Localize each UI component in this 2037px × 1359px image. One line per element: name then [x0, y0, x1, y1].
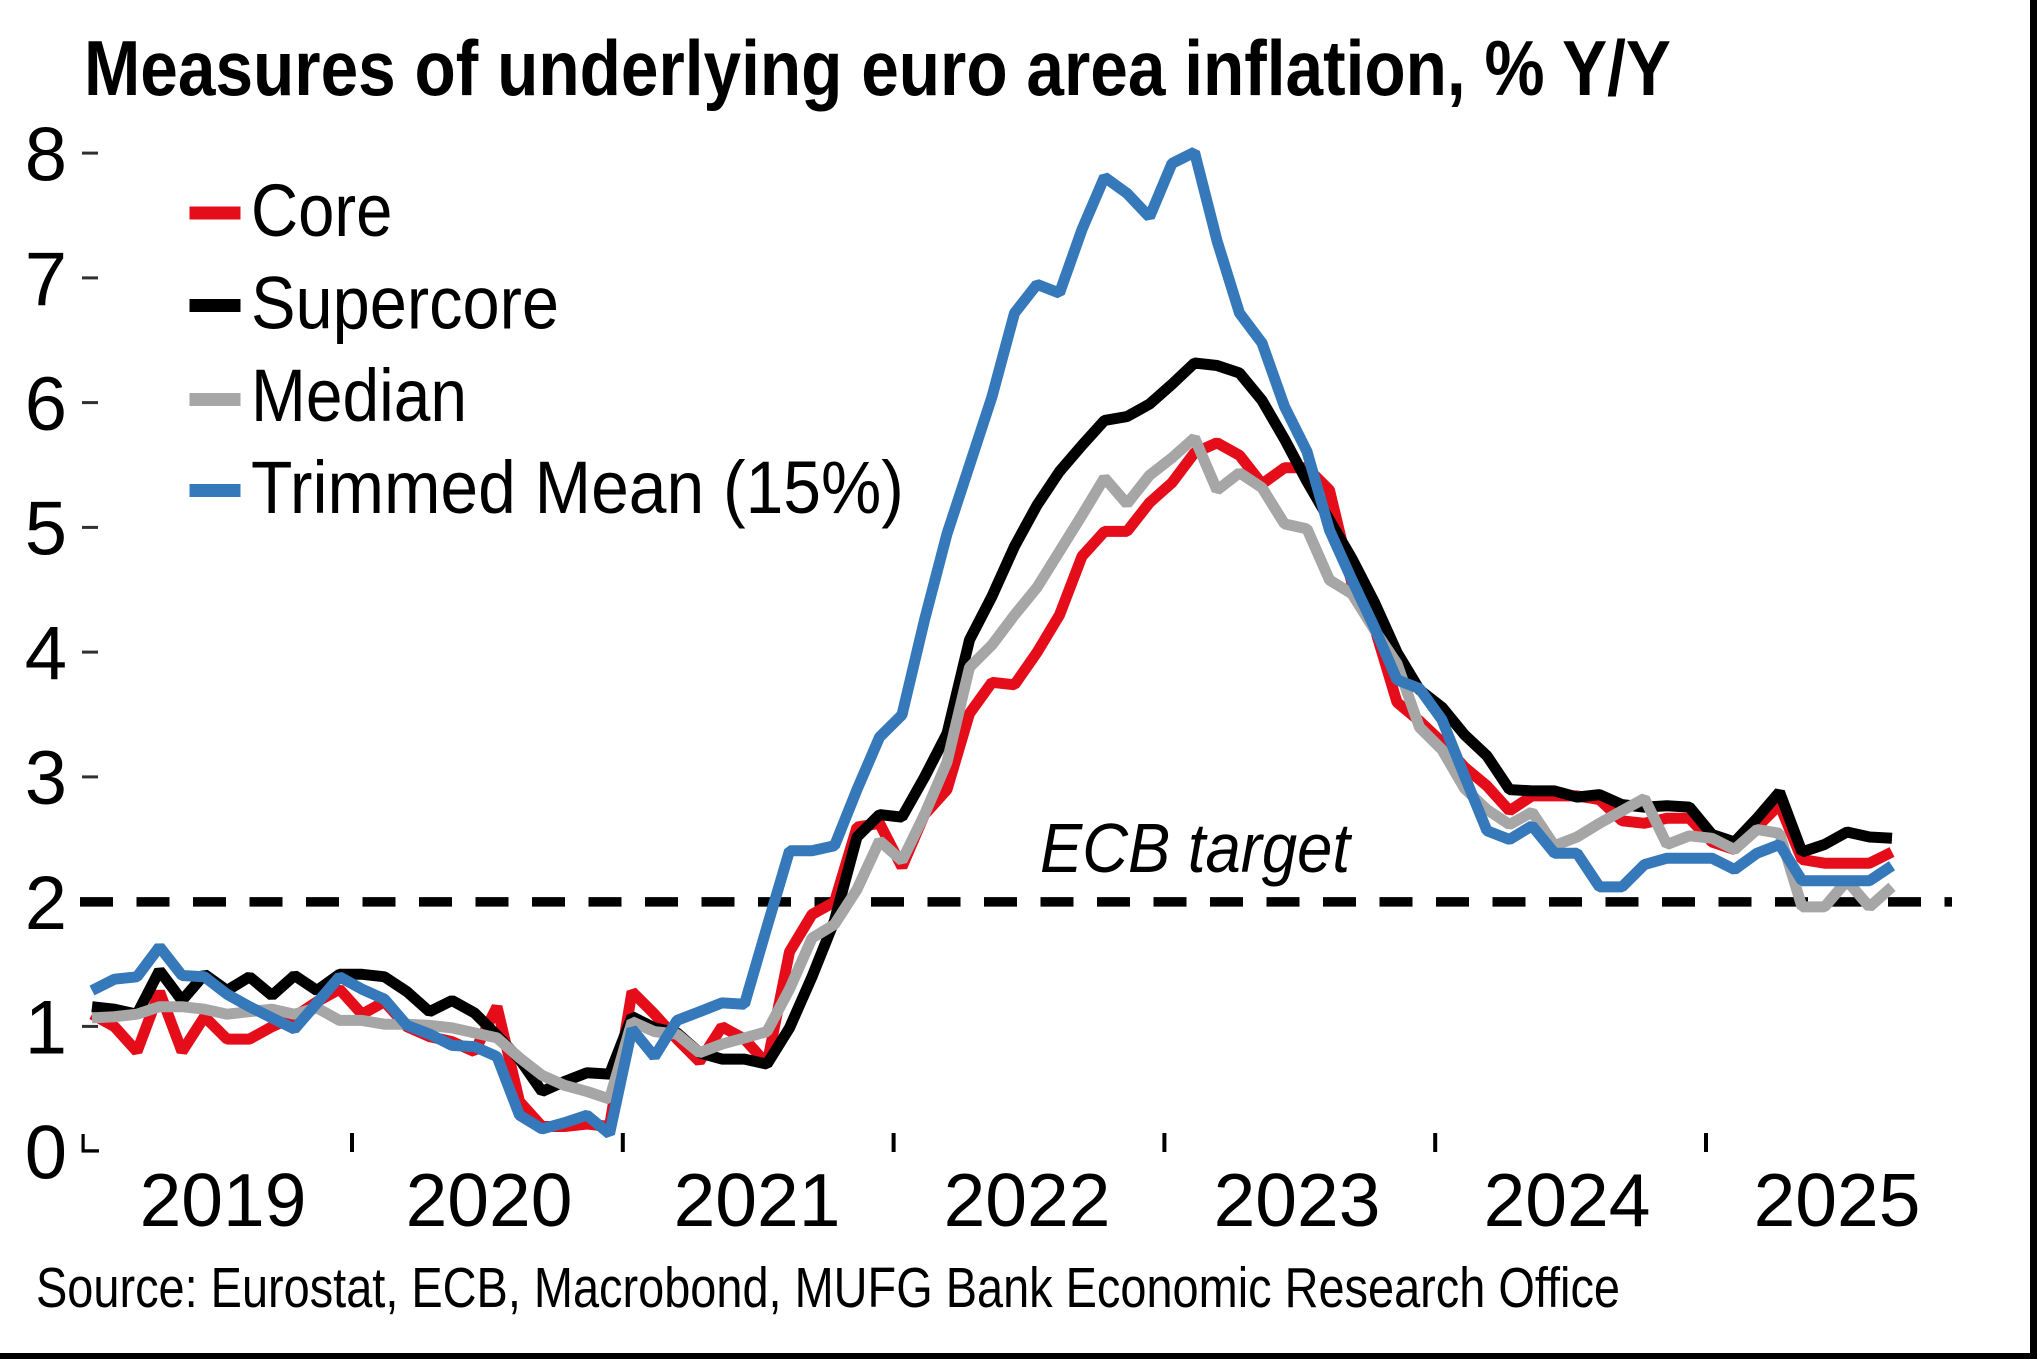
svg-text:Core: Core — [251, 169, 392, 252]
svg-text:3: 3 — [25, 736, 67, 821]
svg-text:7: 7 — [25, 237, 67, 322]
svg-text:2019: 2019 — [140, 1158, 307, 1242]
svg-text:Supercore: Supercore — [251, 262, 559, 345]
svg-text:1: 1 — [25, 986, 67, 1071]
svg-text:Source: Eurostat, ECB, Macrobo: Source: Eurostat, ECB, Macrobond, MUFG B… — [36, 1256, 1620, 1319]
svg-text:2022: 2022 — [944, 1158, 1111, 1242]
svg-text:2021: 2021 — [674, 1158, 841, 1242]
svg-text:2023: 2023 — [1214, 1158, 1381, 1242]
svg-text:2024: 2024 — [1484, 1158, 1651, 1242]
svg-text:5: 5 — [25, 487, 67, 572]
svg-text:6: 6 — [25, 362, 67, 447]
svg-text:Median: Median — [251, 354, 467, 437]
svg-text:4: 4 — [25, 611, 67, 696]
svg-text:8: 8 — [25, 112, 67, 197]
svg-text:Trimmed Mean (15%): Trimmed Mean (15%) — [251, 446, 904, 529]
svg-text:0: 0 — [25, 1110, 67, 1195]
svg-text:Measures of underlying euro ar: Measures of underlying euro area inflati… — [84, 24, 1671, 112]
svg-text:ECB target: ECB target — [1040, 809, 1352, 887]
svg-text:2025: 2025 — [1754, 1158, 1921, 1242]
svg-text:2020: 2020 — [406, 1158, 573, 1242]
svg-text:2: 2 — [25, 861, 67, 946]
